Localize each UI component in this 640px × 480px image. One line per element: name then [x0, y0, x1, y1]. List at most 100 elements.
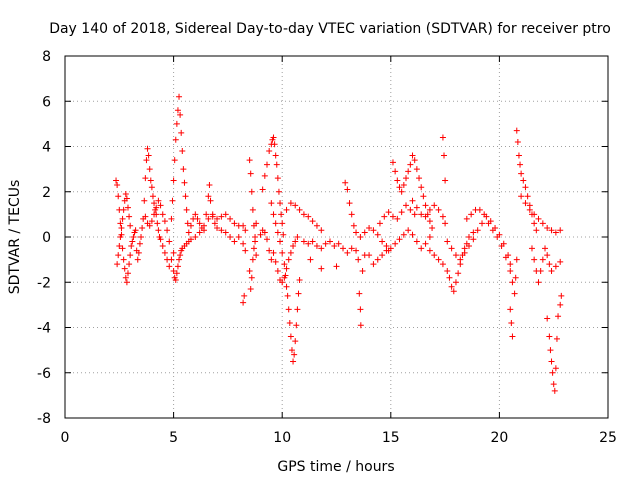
data-point-plus — [389, 159, 396, 166]
data-point-plus — [409, 152, 416, 159]
data-point-plus — [429, 224, 436, 231]
data-marks — [113, 93, 565, 394]
data-point-plus — [552, 365, 559, 372]
data-point-plus — [113, 177, 120, 184]
data-point-plus — [159, 243, 166, 250]
data-point-plus — [394, 215, 401, 222]
data-point-plus — [405, 227, 412, 234]
data-point-plus — [544, 315, 551, 322]
data-point-plus — [170, 177, 177, 184]
data-point-plus — [439, 213, 446, 220]
data-point-plus — [146, 166, 153, 173]
data-point-plus — [446, 274, 453, 281]
data-point-plus — [515, 152, 522, 159]
data-point-plus — [283, 265, 290, 272]
data-point-plus — [117, 220, 124, 227]
data-point-plus — [350, 222, 357, 229]
data-point-plus — [116, 243, 123, 250]
data-point-plus — [247, 286, 254, 293]
data-point-plus — [120, 206, 127, 213]
grid — [65, 56, 608, 418]
data-point-plus — [407, 206, 414, 213]
data-point-plus — [227, 215, 234, 222]
data-point-plus — [123, 279, 130, 286]
data-point-plus — [470, 236, 477, 243]
data-point-plus — [544, 224, 551, 231]
data-point-plus — [279, 220, 286, 227]
data-point-plus — [522, 200, 529, 207]
data-point-plus — [333, 263, 340, 270]
data-point-plus — [549, 369, 556, 376]
data-point-plus — [259, 186, 266, 193]
data-point-plus — [514, 138, 521, 145]
data-point-plus — [168, 256, 175, 263]
data-point-plus — [231, 220, 238, 227]
data-point-plus — [379, 252, 386, 259]
data-point-plus — [179, 148, 186, 155]
data-point-plus — [509, 333, 516, 340]
data-point-plus — [511, 290, 518, 297]
y-tick-label: -2 — [37, 275, 51, 291]
data-point-plus — [409, 231, 416, 238]
data-point-plus — [326, 238, 333, 245]
data-point-plus — [431, 202, 438, 209]
data-point-plus — [294, 234, 301, 240]
data-point-plus — [444, 238, 451, 245]
data-point-plus — [507, 261, 514, 268]
data-point-plus — [118, 224, 125, 231]
data-point-plus — [294, 306, 301, 313]
data-point-plus — [398, 209, 405, 216]
data-point-plus — [356, 290, 363, 297]
data-point-plus — [143, 157, 150, 164]
data-point-plus — [353, 247, 360, 254]
data-point-plus — [392, 240, 399, 247]
data-point-plus — [285, 256, 292, 263]
data-point-plus — [535, 279, 542, 286]
data-point-plus — [292, 238, 299, 245]
data-point-plus — [531, 256, 538, 263]
data-point-plus — [435, 256, 442, 263]
data-point-plus — [172, 136, 179, 143]
data-point-plus — [293, 322, 300, 329]
data-point-plus — [263, 161, 270, 168]
data-point-plus — [280, 231, 287, 238]
data-point-plus — [463, 215, 470, 222]
data-point-plus — [318, 265, 325, 272]
data-point-plus — [275, 188, 282, 195]
data-point-plus — [370, 261, 377, 268]
data-point-plus — [222, 229, 229, 236]
data-point-plus — [144, 145, 151, 152]
data-point-plus — [376, 220, 383, 227]
data-point-plus — [357, 322, 364, 329]
data-point-plus — [481, 211, 488, 218]
data-point-plus — [274, 229, 281, 236]
data-point-plus — [340, 245, 347, 252]
data-point-plus — [444, 267, 451, 274]
y-tick-label: -4 — [37, 321, 51, 337]
data-point-plus — [283, 283, 290, 290]
y-tick-label: 4 — [42, 140, 51, 156]
data-point-plus — [379, 238, 386, 245]
data-point-plus — [169, 197, 176, 204]
y-tick-label: 0 — [42, 230, 51, 246]
data-point-plus — [180, 166, 187, 173]
data-point-plus — [248, 274, 255, 281]
data-point-plus — [344, 186, 351, 193]
data-point-plus — [512, 274, 519, 281]
data-point-plus — [187, 236, 194, 243]
data-point-plus — [539, 220, 546, 227]
data-point-plus — [222, 211, 229, 218]
data-point-plus — [142, 213, 149, 220]
data-point-plus — [387, 245, 394, 252]
data-point-plus — [283, 206, 290, 213]
data-point-plus — [557, 301, 564, 308]
data-point-plus — [166, 238, 173, 245]
data-point-plus — [366, 224, 373, 231]
data-point-plus — [287, 200, 294, 207]
data-point-plus — [288, 347, 295, 354]
data-point-plus — [420, 193, 427, 200]
data-point-plus — [448, 245, 455, 252]
data-point-plus — [361, 229, 368, 236]
data-point-plus — [507, 267, 514, 274]
data-point-plus — [246, 267, 253, 274]
